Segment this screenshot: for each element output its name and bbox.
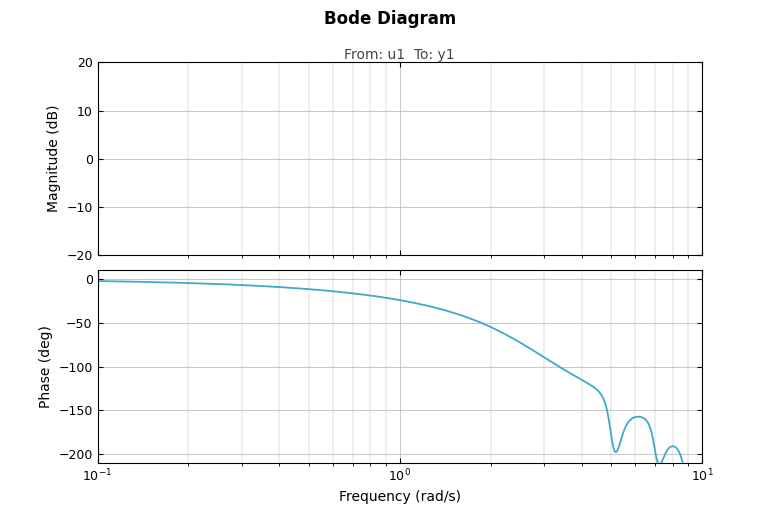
Text: Bode Diagram: Bode Diagram bbox=[324, 10, 456, 29]
Y-axis label: Magnitude (dB): Magnitude (dB) bbox=[47, 105, 61, 212]
Y-axis label: Phase (deg): Phase (deg) bbox=[39, 325, 53, 408]
Title: From: u1  To: y1: From: u1 To: y1 bbox=[345, 48, 455, 62]
X-axis label: Frequency (rad/s): Frequency (rad/s) bbox=[339, 490, 461, 504]
